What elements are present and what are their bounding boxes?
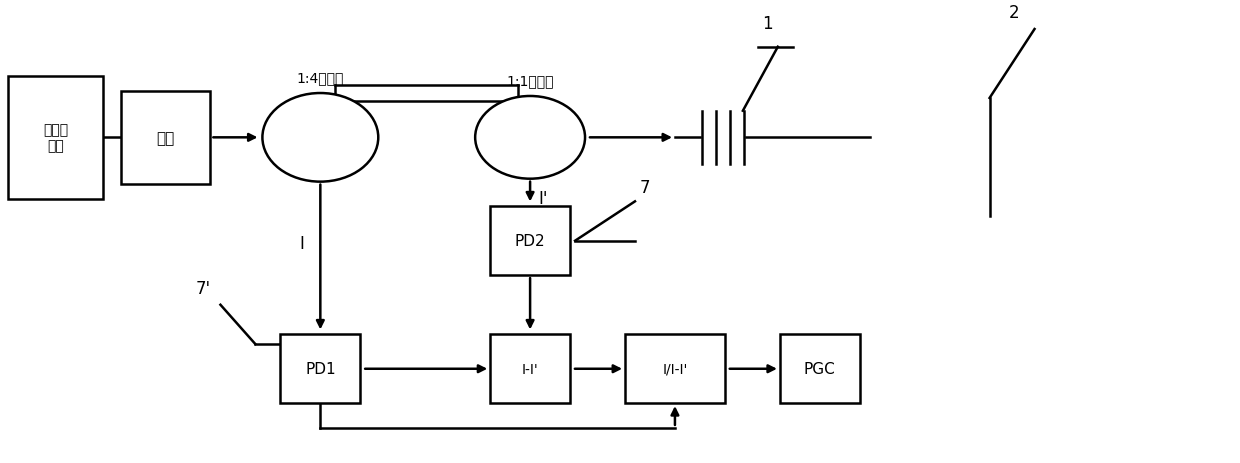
Bar xyxy=(9,76,103,200)
Ellipse shape xyxy=(263,94,378,182)
Text: 1:4耦合器: 1:4耦合器 xyxy=(296,71,343,85)
Bar xyxy=(625,335,725,403)
Text: I: I xyxy=(300,235,304,253)
Bar xyxy=(280,335,361,403)
Text: 信号发
生器: 信号发 生器 xyxy=(43,123,68,153)
Text: I': I' xyxy=(538,189,548,207)
Text: I-I': I-I' xyxy=(522,362,538,376)
Ellipse shape xyxy=(475,97,585,179)
Text: PD1: PD1 xyxy=(305,362,336,376)
Text: 7: 7 xyxy=(640,179,651,197)
Text: PD2: PD2 xyxy=(515,234,546,249)
Bar xyxy=(490,335,570,403)
Text: 7': 7' xyxy=(196,279,211,297)
Bar xyxy=(490,207,570,275)
Text: 光源: 光源 xyxy=(156,131,175,145)
Text: PGC: PGC xyxy=(804,362,836,376)
Bar xyxy=(120,91,211,185)
Text: 1:1耦合器: 1:1耦合器 xyxy=(506,74,554,88)
Text: 1: 1 xyxy=(763,15,774,33)
Text: I/I-I': I/I-I' xyxy=(662,362,688,376)
Bar xyxy=(780,335,859,403)
Text: 2: 2 xyxy=(1009,4,1019,22)
